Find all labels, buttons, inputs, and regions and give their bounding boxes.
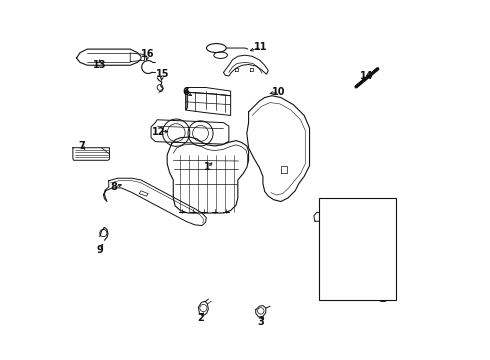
Text: 7: 7: [78, 141, 85, 151]
Bar: [318, 198, 395, 300]
Text: 12: 12: [152, 127, 166, 136]
Text: 10: 10: [272, 87, 286, 97]
Text: 4: 4: [339, 200, 345, 210]
Text: 3: 3: [258, 317, 265, 327]
Text: 6: 6: [182, 87, 189, 97]
Text: 2: 2: [197, 313, 203, 323]
Text: 11: 11: [254, 42, 268, 52]
Text: 8: 8: [111, 182, 118, 192]
Text: 14: 14: [360, 71, 374, 81]
Text: 16: 16: [142, 49, 155, 59]
Text: 17: 17: [324, 200, 338, 210]
Text: 9: 9: [97, 245, 103, 255]
Text: 13: 13: [93, 60, 106, 70]
Text: 15: 15: [156, 69, 169, 79]
Text: 5: 5: [345, 222, 352, 231]
Text: 1: 1: [204, 162, 211, 172]
